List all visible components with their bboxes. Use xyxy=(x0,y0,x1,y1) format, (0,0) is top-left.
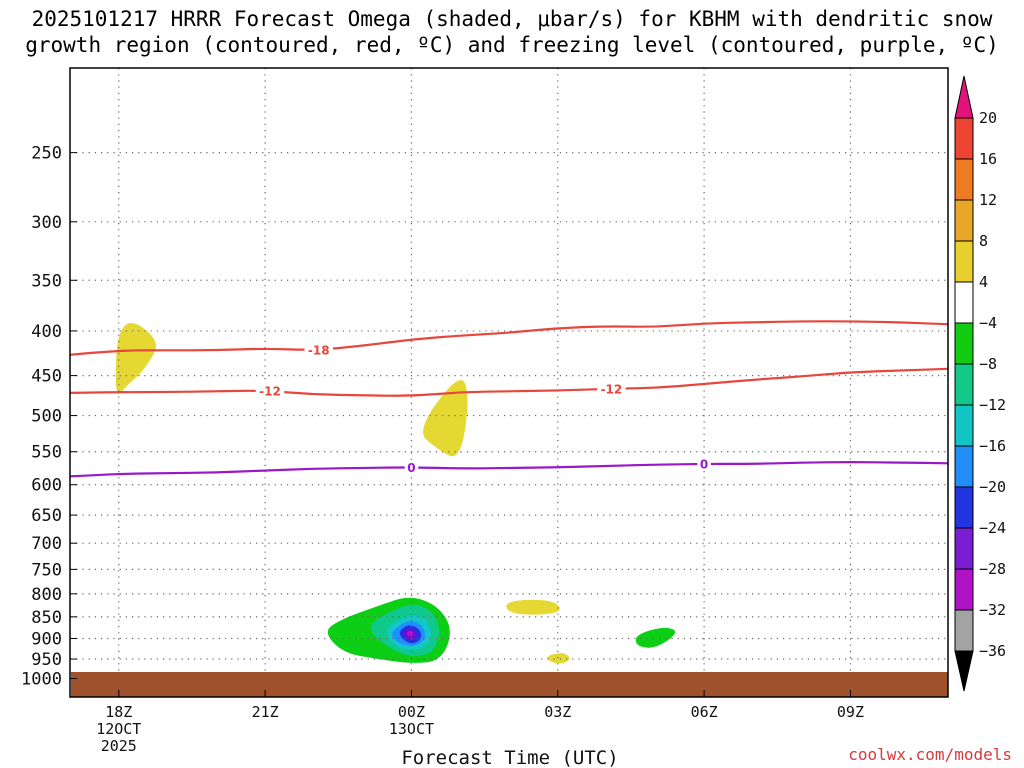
omega-shading-layer xyxy=(115,323,676,664)
x-tick-sublabel: 13OCT xyxy=(389,720,434,738)
colorbar-bin xyxy=(954,486,974,529)
y-tick-label: 850 xyxy=(31,608,62,628)
colorbar-bottom-arrow xyxy=(954,650,974,692)
grid-layer xyxy=(70,68,948,697)
y-tick-label: 650 xyxy=(31,506,62,526)
colorbar-bin xyxy=(954,158,974,201)
contour-line--18 xyxy=(70,320,948,356)
colorbar-tick-label: −4 xyxy=(979,314,997,332)
contour-label: -18 xyxy=(308,343,330,357)
colorbar-bin xyxy=(954,568,974,611)
colorbar-bin xyxy=(954,609,974,652)
contour-label-bg xyxy=(304,342,334,357)
omega-region-upward-4to8 xyxy=(115,323,156,394)
y-tick-label: 350 xyxy=(31,271,62,291)
y-tick-label: 300 xyxy=(31,213,62,233)
y-tick-label: 500 xyxy=(31,407,62,427)
colorbar-bin xyxy=(954,281,974,324)
y-tick-label: 450 xyxy=(31,367,62,387)
colorbar-tick-label: −32 xyxy=(979,601,1006,619)
y-tick-label: 750 xyxy=(31,560,62,580)
colorbar-tick-label: 8 xyxy=(979,232,988,250)
colorbar-bin xyxy=(954,199,974,242)
colorbar-tick-label: −20 xyxy=(979,478,1006,496)
contour-label: 0 xyxy=(407,461,415,475)
colorbar-bin xyxy=(954,363,974,406)
contour-label-bg xyxy=(404,460,419,475)
chart-title-line2: growth region (contoured, red, ºC) and f… xyxy=(25,33,999,57)
colorbar: 20 16 12 8 4 −4 −8 −12 −16 −20 −24 −28 −32 −36 xyxy=(954,75,1006,692)
axes-layer: 2503003504004505005506006507007508008509… xyxy=(21,67,949,755)
colorbar-bin xyxy=(954,117,974,160)
x-tick-label: 21Z xyxy=(252,703,279,721)
colorbar-tick-label: 20 xyxy=(979,109,997,127)
x-tick-label: 06Z xyxy=(691,703,718,721)
omega-region-upward-4to8 xyxy=(506,599,560,615)
contour-line-0 xyxy=(70,461,948,478)
colorbar-tick-label: −36 xyxy=(979,642,1006,660)
colorbar-tick-label: −8 xyxy=(979,355,997,373)
contour-label-bg xyxy=(255,383,285,398)
x-tick-label: 03Z xyxy=(544,703,571,721)
y-tick-label: 1000 xyxy=(21,669,62,689)
credit-text: coolwx.com/models xyxy=(848,745,1012,764)
x-tick-sublabel: 12OCT xyxy=(96,720,141,738)
colorbar-tick-label: −24 xyxy=(979,519,1006,537)
x-tick-label: 18Z xyxy=(105,703,132,721)
colorbar-bin xyxy=(954,322,974,365)
y-tick-label: 900 xyxy=(31,630,62,650)
x-tick-sublabel: 2025 xyxy=(101,737,137,755)
plot-frame xyxy=(69,67,949,698)
x-tick-label: 00Z xyxy=(398,703,425,721)
omega-region-upward-4to8 xyxy=(423,380,468,457)
y-tick-label: 250 xyxy=(31,144,62,164)
y-tick-label: 950 xyxy=(31,650,62,670)
contour-label-bg xyxy=(597,381,626,396)
y-tick-label: 600 xyxy=(31,476,62,496)
y-tick-label: 550 xyxy=(31,443,62,463)
ground-layer xyxy=(71,671,948,697)
colorbar-bin xyxy=(954,404,974,447)
colorbar-tick-label: 4 xyxy=(979,273,988,291)
chart-title: 2025101217 HRRR Forecast Omega (shaded, … xyxy=(0,6,1024,58)
colorbar-bin xyxy=(954,445,974,488)
y-tick-label: 800 xyxy=(31,585,62,605)
colorbar-tick-label: 12 xyxy=(979,191,997,209)
contour-label: 0 xyxy=(700,457,708,471)
colorbar-top-arrow xyxy=(954,75,974,119)
x-axis-label: Forecast Time (UTC) xyxy=(401,747,618,768)
y-tick-label: 400 xyxy=(31,322,62,342)
omega-region-downward-4to8 xyxy=(635,627,676,648)
chart-title-line1: 2025101217 HRRR Forecast Omega (shaded, … xyxy=(31,7,993,31)
x-tick-label: 09Z xyxy=(837,703,864,721)
contour-label-bg xyxy=(697,456,711,471)
y-tick-label: 700 xyxy=(31,534,62,554)
colorbar-tick-label: −12 xyxy=(979,396,1006,414)
colorbar-tick-label: −28 xyxy=(979,560,1006,578)
contour-line--12 xyxy=(70,367,948,397)
colorbar-bin xyxy=(954,527,974,570)
colorbar-tick-label: 16 xyxy=(979,150,997,168)
colorbar-tick-label: −16 xyxy=(979,437,1006,455)
ground-surface xyxy=(71,671,948,697)
omega-region-upward-4to8 xyxy=(547,653,570,664)
colorbar-bin xyxy=(954,240,974,283)
contour-label: -12 xyxy=(601,382,623,396)
contour-label: -12 xyxy=(259,384,281,398)
contour-layer: -18 -12 0 -12 0 xyxy=(70,320,948,478)
